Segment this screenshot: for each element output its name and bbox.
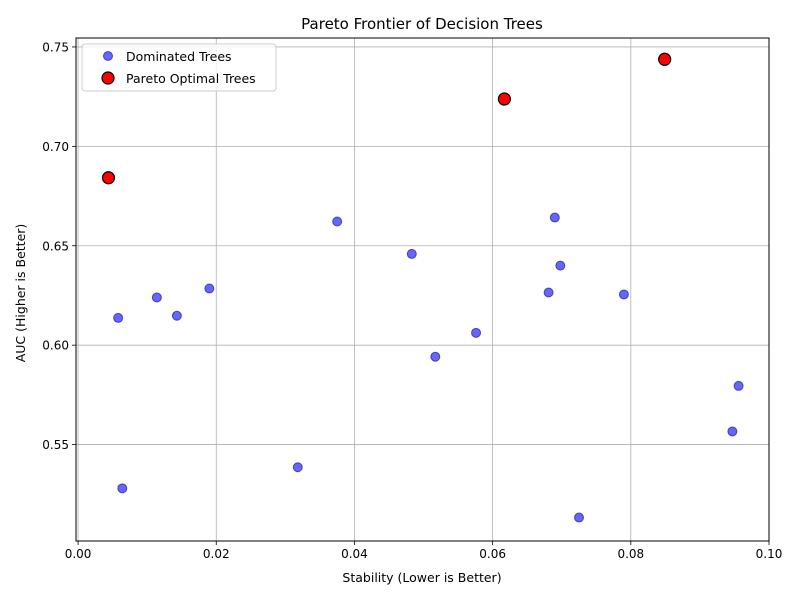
dominated-tree-point [549,212,560,223]
y-axis-label: AUC (Higher is Better) [13,224,28,363]
x-axis-label: Stability (Lower is Better) [342,570,501,585]
dominated-tree-point [113,312,124,323]
x-tick-label: 0.08 [617,547,644,561]
pareto-optimal-tree-point [101,171,116,185]
dominated-tree-point [543,287,554,298]
legend-label-dominated: Dominated Trees [126,49,232,64]
dominated-tree-point [204,283,215,294]
y-tick-label: 0.70 [42,140,69,154]
y-tick-label: 0.65 [42,239,69,253]
data-points [101,52,744,523]
x-tick-label: 0.06 [479,547,506,561]
y-tick-label: 0.75 [42,40,69,54]
legend-marker-dominated [103,51,113,61]
dominated-tree-point [555,260,566,271]
chart-title: Pareto Frontier of Decision Trees [301,15,543,33]
x-tick-label: 0.10 [756,547,783,561]
legend-marker-pareto [101,71,115,85]
dominated-tree-point [471,327,482,338]
dominated-tree-point [733,380,744,391]
dominated-tree-point [171,310,182,321]
x-tick-label: 0.04 [341,547,368,561]
plot-area-frame [75,37,770,542]
dominated-tree-point [573,512,584,523]
y-axis-ticks: 0.55 0.60 0.65 0.70 0.75 [42,40,76,452]
dominated-tree-point [117,483,128,494]
dominated-tree-point [332,216,343,227]
x-axis-ticks: 0.00 0.02 0.04 0.06 0.08 0.10 [65,541,783,561]
dominated-tree-point [618,289,629,300]
legend-label-pareto: Pareto Optimal Trees [126,71,256,86]
pareto-optimal-tree-point [497,92,511,106]
legend-box [81,43,277,92]
grid [76,38,770,541]
pareto-optimal-tree-point [658,52,672,66]
legend: Dominated Trees Pareto Optimal Trees [81,43,277,92]
y-tick-label: 0.60 [42,339,69,353]
dominated-tree-point [406,248,417,259]
x-tick-label: 0.00 [65,547,92,561]
x-tick-label: 0.02 [203,547,230,561]
y-tick-label: 0.55 [42,438,69,452]
dominated-tree-point [292,462,303,473]
dominated-tree-point [430,351,441,362]
dominated-tree-point [151,292,162,303]
dominated-tree-point [727,426,738,437]
